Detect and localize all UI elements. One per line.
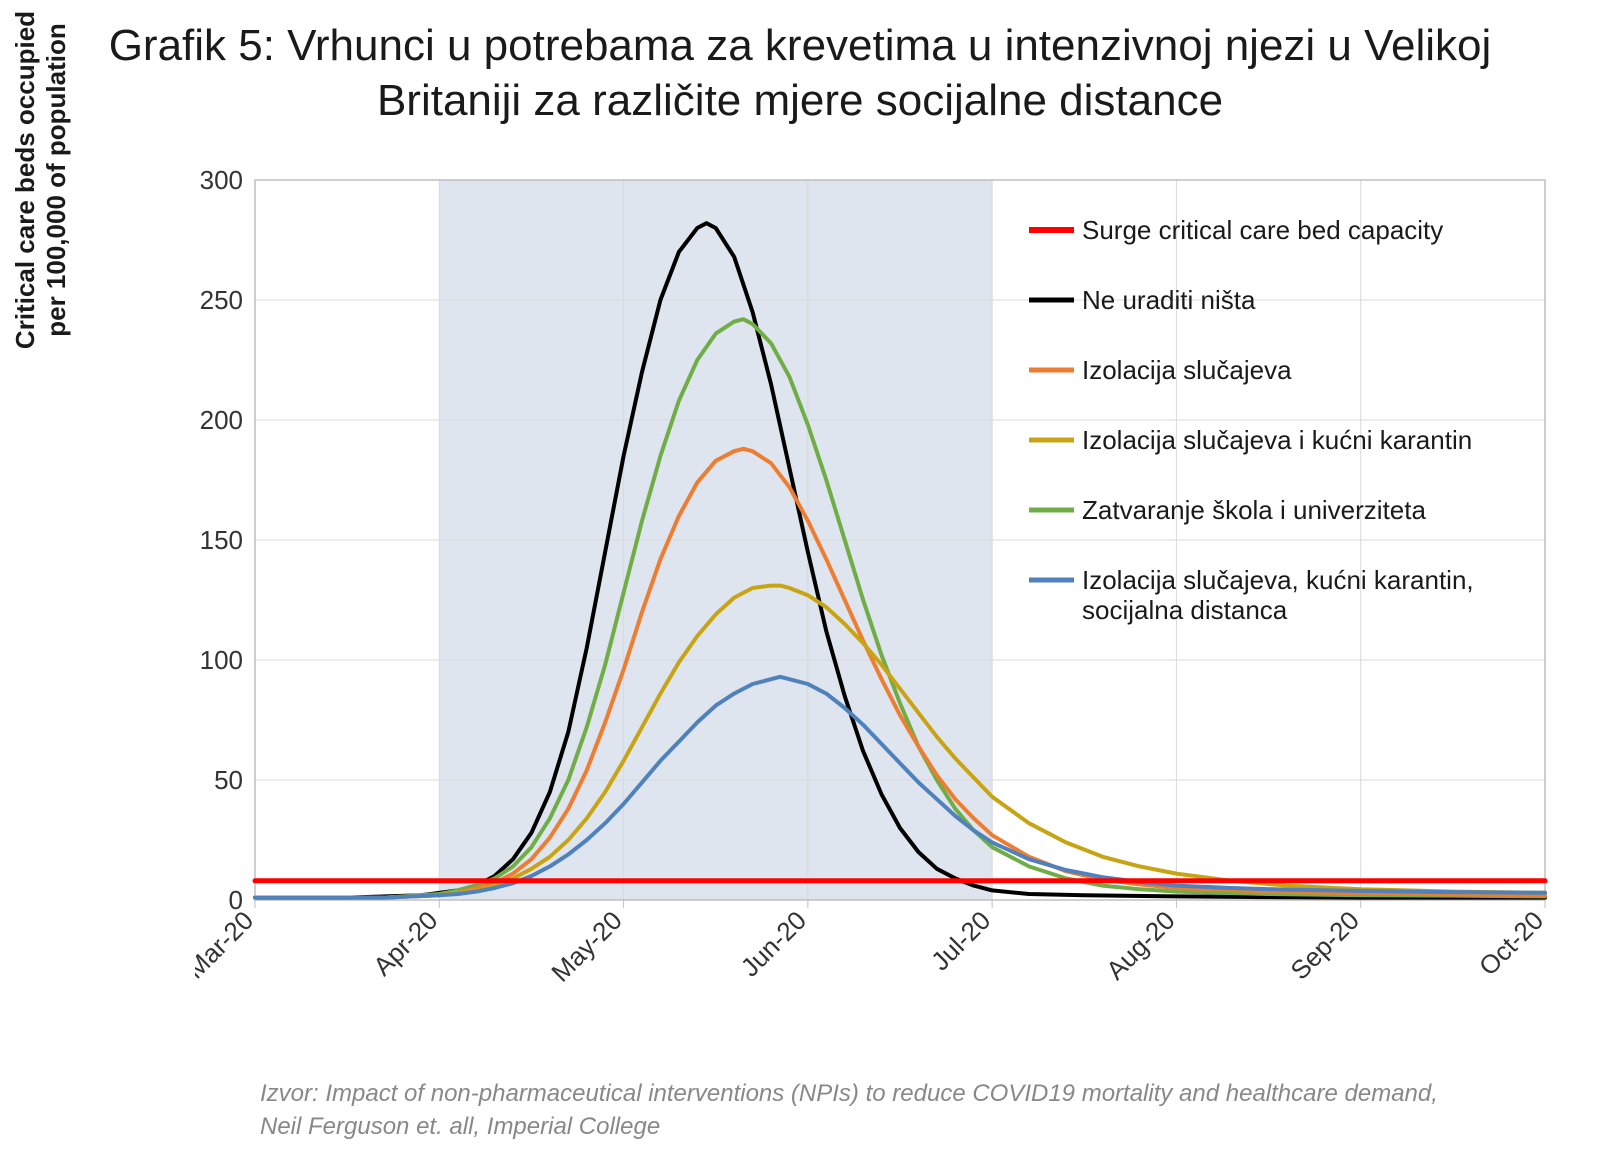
x-tick-label: Jul-20 <box>925 905 996 976</box>
y-tick-label: 300 <box>200 170 243 195</box>
y-tick-label: 50 <box>214 765 243 795</box>
legend-label: Izolacija slučajeva <box>1082 355 1292 385</box>
chart: 050100150200250300Mar-20Apr-20May-20Jun-… <box>195 170 1555 990</box>
legend-label: Izolacija slučajeva, kućni karantin, <box>1082 565 1474 595</box>
chart-title: Grafik 5: Vrhunci u potrebama za kreveti… <box>50 18 1550 128</box>
page: Grafik 5: Vrhunci u potrebama za kreveti… <box>0 0 1600 1174</box>
x-tick-label: Mar-20 <box>195 905 259 984</box>
x-tick-label: Aug-20 <box>1100 905 1180 985</box>
y-tick-label: 200 <box>200 405 243 435</box>
y-axis-label: Critical care beds occupied per 100,000 … <box>10 0 72 440</box>
y-tick-label: 150 <box>200 525 243 555</box>
legend-label: socijalna distanca <box>1082 595 1288 625</box>
y-tick-label: 250 <box>200 285 243 315</box>
source-label: Izvor: <box>260 1080 319 1107</box>
x-tick-label: Jun-20 <box>735 905 812 982</box>
legend-label: Izolacija slučajeva i kućni karantin <box>1082 425 1472 455</box>
x-tick-label: Oct-20 <box>1473 905 1549 981</box>
x-tick-label: May-20 <box>545 905 628 988</box>
legend-label: Ne uraditi ništa <box>1082 285 1256 315</box>
source-text: Impact of non-pharmaceutical interventio… <box>260 1080 1438 1141</box>
x-tick-label: Apr-20 <box>367 905 443 981</box>
legend-label: Surge critical care bed capacity <box>1082 215 1443 245</box>
x-tick-label: Sep-20 <box>1284 905 1364 985</box>
y-tick-label: 100 <box>200 645 243 675</box>
source-citation: Izvor: Impact of non-pharmaceutical inte… <box>260 1077 1480 1144</box>
legend-label: Zatvaranje škola i univerziteta <box>1082 495 1426 525</box>
